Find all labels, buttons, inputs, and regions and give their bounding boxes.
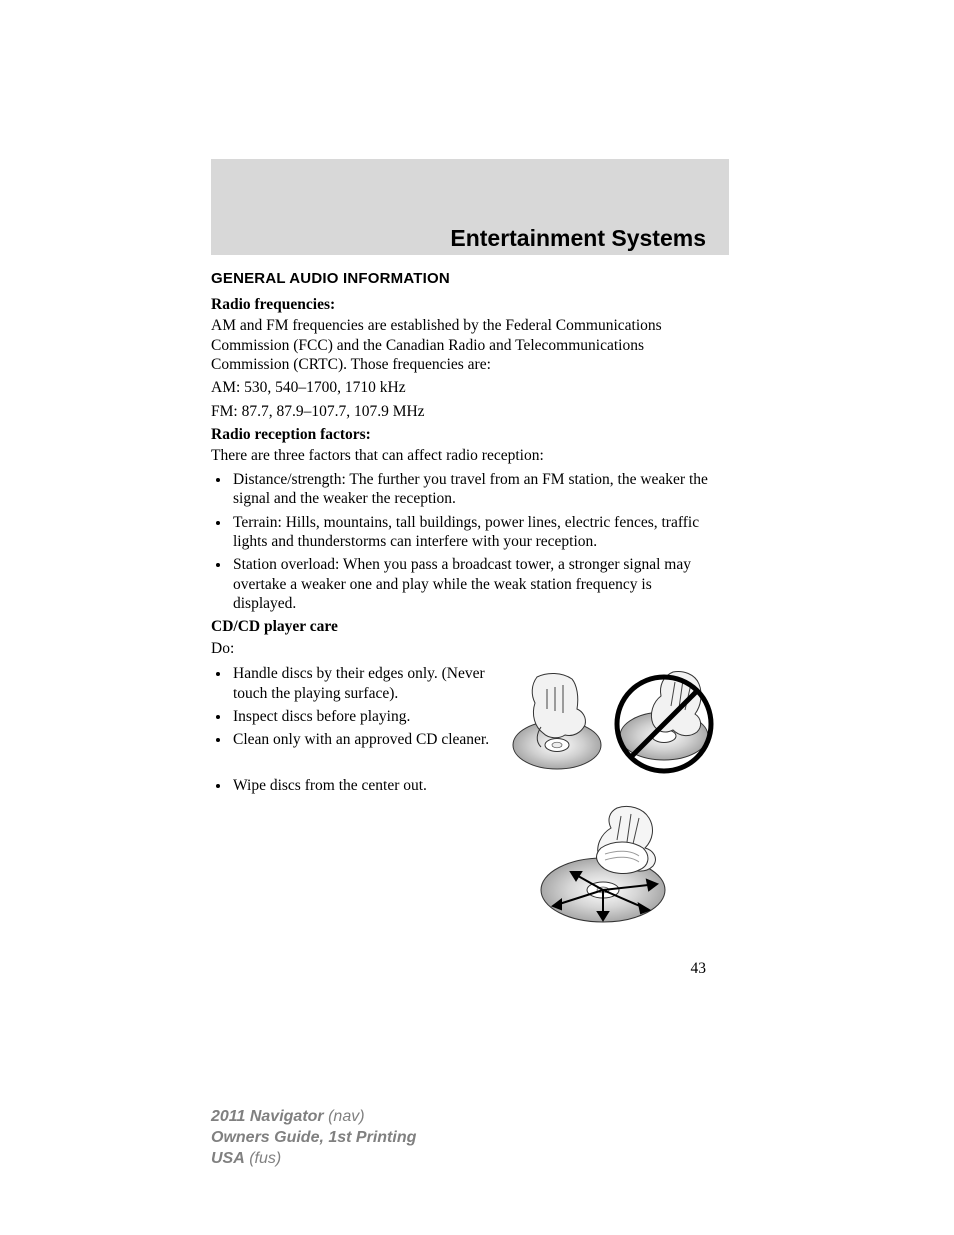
radio-freq-heading: Radio frequencies:	[211, 295, 716, 314]
radio-reception-heading: Radio reception factors:	[211, 425, 716, 444]
chapter-title: Entertainment Systems	[211, 225, 706, 252]
cd-bullet: Clean only with an approved CD cleaner.	[231, 730, 496, 749]
footer-model-code: (nav)	[324, 1108, 365, 1125]
reception-bullet: Station overload: When you pass a broadc…	[231, 555, 716, 613]
cd-bullets-a: Handle discs by their edges only. (Never…	[231, 664, 496, 750]
footer-region-code: (fus)	[245, 1150, 281, 1167]
page-number: 43	[211, 960, 706, 978]
footer-line-2: Owners Guide, 1st Printing	[211, 1128, 731, 1149]
figure-cd-wipe	[506, 800, 716, 930]
reception-bullet: Terrain: Hills, mountains, tall building…	[231, 513, 716, 552]
radio-freq-body: AM and FM frequencies are established by…	[211, 316, 716, 374]
footer-line-1: 2011 Navigator (nav)	[211, 1107, 731, 1128]
section-title: GENERAL AUDIO INFORMATION	[211, 270, 716, 289]
cd-bullet: Handle discs by their edges only. (Never…	[231, 664, 496, 703]
reception-bullets: Distance/strength: The further you trave…	[231, 470, 716, 614]
cd-heading: CD/CD player care	[211, 617, 716, 636]
fm-line: FM: 87.7, 87.9–107.7, 107.9 MHz	[211, 402, 716, 421]
cd-bullets-b: Wipe discs from the center out.	[231, 776, 496, 795]
reception-bullet: Distance/strength: The further you trave…	[231, 470, 716, 509]
figure-cd-handling	[506, 662, 716, 782]
footer-model: 2011 Navigator	[211, 1108, 324, 1125]
cd-bullet: Wipe discs from the center out.	[231, 776, 496, 795]
footer: 2011 Navigator (nav) Owners Guide, 1st P…	[211, 1107, 731, 1169]
footer-line-3: USA (fus)	[211, 1149, 731, 1170]
radio-reception-intro: There are three factors that can affect …	[211, 446, 716, 465]
body-content: GENERAL AUDIO INFORMATION Radio frequenc…	[211, 270, 716, 930]
cd-bullet: Inspect discs before playing.	[231, 707, 496, 726]
cd-do: Do:	[211, 639, 716, 658]
am-line: AM: 530, 540–1700, 1710 kHz	[211, 378, 716, 397]
footer-region: USA	[211, 1150, 245, 1167]
